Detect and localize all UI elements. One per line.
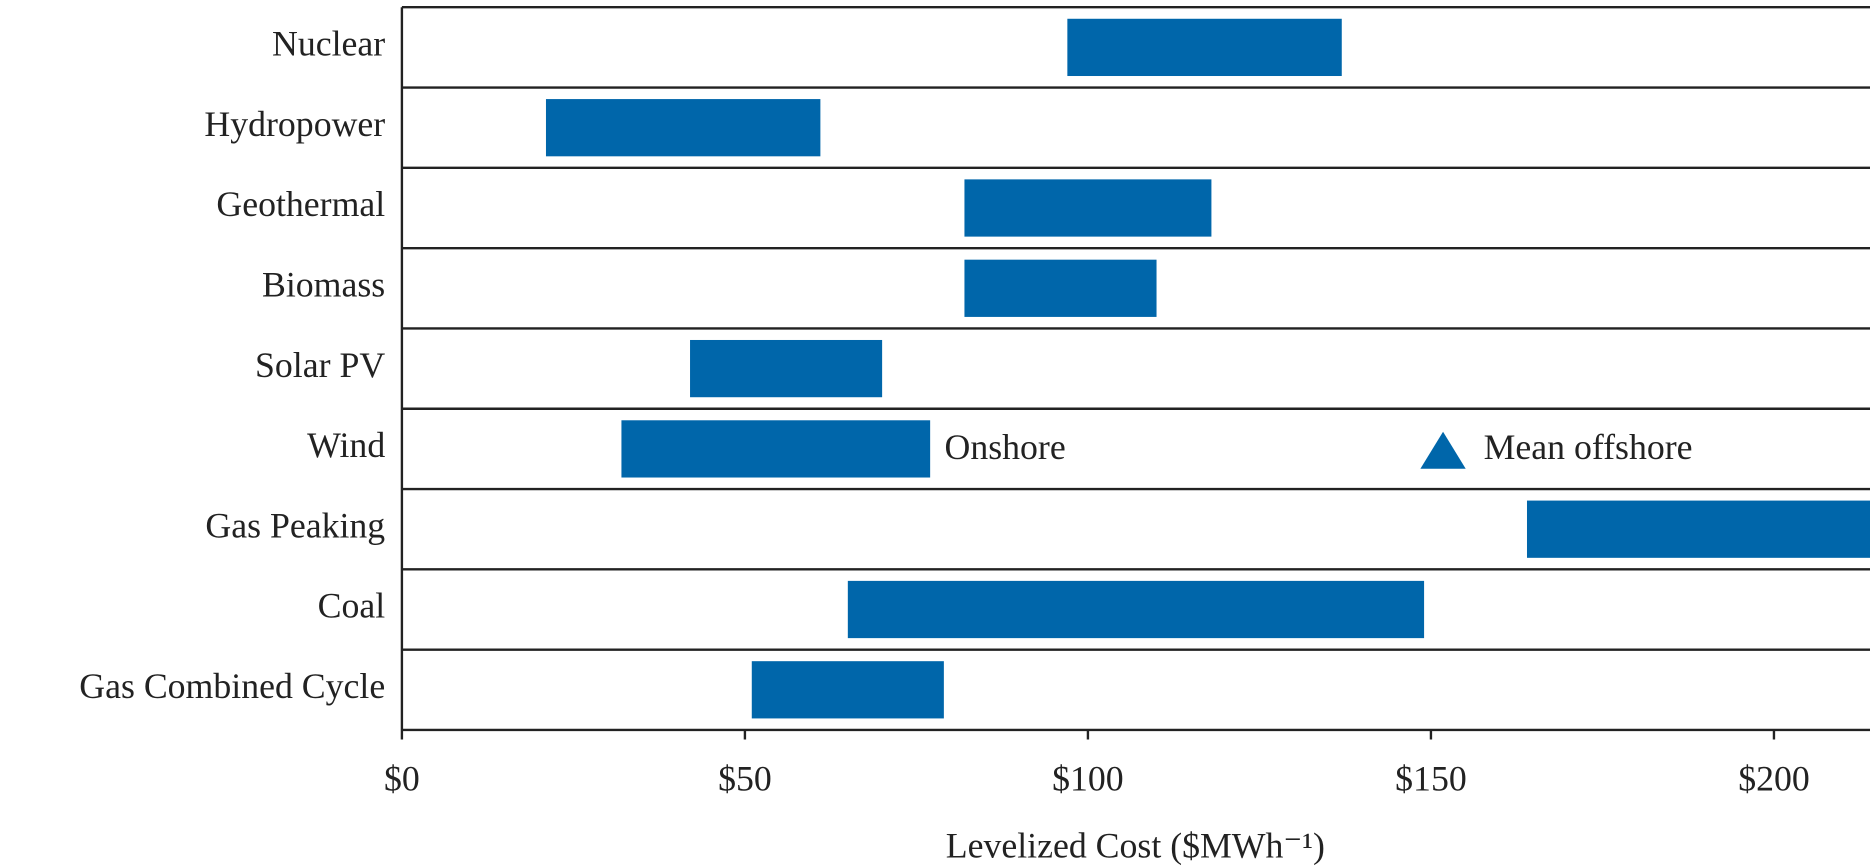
category-label: Gas Combined Cycle <box>79 666 385 706</box>
bar <box>847 580 1425 639</box>
bar <box>1067 18 1342 77</box>
x-axis-title: Levelized Cost ($MWh⁻¹) <box>946 825 1325 865</box>
category-label: Nuclear <box>272 24 385 64</box>
bar <box>964 179 1212 237</box>
x-tick-label: $100 <box>1052 759 1124 799</box>
bar <box>751 661 944 719</box>
plot-area <box>545 18 1870 719</box>
annotation: Onshore <box>945 427 1066 467</box>
category-label: Solar PV <box>255 345 385 385</box>
x-tick-label: $150 <box>1395 759 1467 799</box>
x-tick-label: $0 <box>384 759 420 799</box>
category-label: Hydropower <box>204 104 385 144</box>
bar <box>1526 500 1870 558</box>
x-tick-label: $200 <box>1738 759 1810 799</box>
bar <box>545 99 821 157</box>
legend-marker <box>1420 431 1466 469</box>
bar <box>621 420 931 478</box>
category-label: Wind <box>307 425 385 465</box>
category-label: Coal <box>318 586 386 626</box>
category-label: Geothermal <box>216 184 385 224</box>
bar <box>690 339 883 398</box>
category-label: Biomass <box>262 265 385 305</box>
x-tick-label: $50 <box>718 759 772 799</box>
legend-label: Mean offshore <box>1484 427 1693 467</box>
bar <box>964 259 1157 317</box>
category-label: Gas Peaking <box>205 505 385 545</box>
